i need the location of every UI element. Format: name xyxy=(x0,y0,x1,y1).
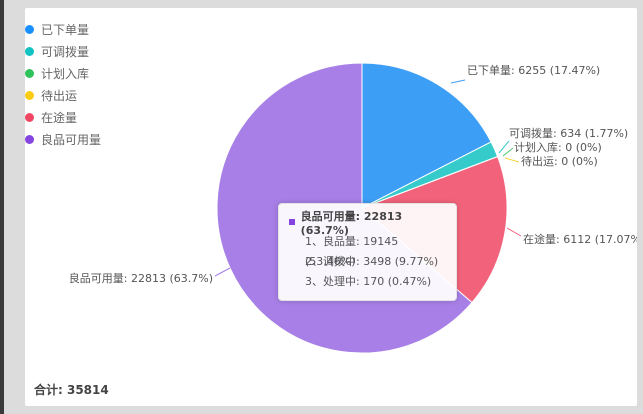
tooltip-marker xyxy=(289,219,295,225)
label-leader-transferable xyxy=(498,140,510,154)
label-leader-in-transit xyxy=(506,227,522,237)
label-leader-pending-shipment xyxy=(504,157,520,163)
slice-label-transferable: 可调拨量: 634 (1.77%) xyxy=(509,126,628,140)
slice-label-planned-inbound: 计划入库: 0 (0%) xyxy=(514,141,602,154)
slice-label-in-transit: 在途量: 6112 (17.07%) xyxy=(523,232,637,246)
slice-label-good-available: 良品可用量: 22813 (63.7%) xyxy=(69,271,213,285)
legend-item-in-transit[interactable]: 在途量 xyxy=(25,106,101,128)
tooltip-line-processing: 3、处理中: 170 (0.47%) xyxy=(305,275,432,288)
window-edge xyxy=(0,0,4,414)
legend-dot-pending-shipment xyxy=(25,90,34,100)
slice-label-pending-shipment: 待出运: 0 (0%) xyxy=(521,154,598,168)
label-leader-good-available xyxy=(214,267,231,277)
total-summary: 合计: 35814 xyxy=(34,383,109,397)
legend-label-good-available: 良品可用量 xyxy=(41,132,102,147)
legend-label-ordered: 已下单量 xyxy=(41,22,90,37)
tooltip-line-transferring: 2、调拨中: 3498 (9.77%) xyxy=(305,255,439,268)
chart-card: 已下单量: 6255 (17.47%) 可调拨量: 634 (1.77%) 计划入库… xyxy=(25,8,637,406)
legend-dot-planned-inbound xyxy=(25,68,34,78)
chart-tooltip: 良品可用量: 22813 (63.7%) 1、良品量: 19145 (53.46… xyxy=(278,203,457,301)
label-leader-planned-inbound xyxy=(502,147,514,157)
legend-item-transferable[interactable]: 可调拨量 xyxy=(25,40,101,62)
legend-dot-good-available xyxy=(25,134,34,144)
legend-label-planned-inbound: 计划入库 xyxy=(41,66,90,81)
legend-item-ordered[interactable]: 已下单量 xyxy=(25,18,101,40)
chart-legend: 已下单量 可调拨量 计划入库 待出运 在途量 良品可用量 xyxy=(25,18,101,150)
tooltip-title: 良品可用量: 22813 (63.7%) xyxy=(300,209,403,237)
legend-item-pending-shipment[interactable]: 待出运 xyxy=(25,84,101,106)
slice-label-ordered: 已下单量: 6255 (17.47%) xyxy=(467,64,600,77)
label-leader-ordered xyxy=(450,79,466,84)
legend-item-good-available[interactable]: 良品可用量 xyxy=(25,128,101,150)
pie-slice-ordered[interactable] xyxy=(361,62,492,209)
legend-label-in-transit: 在途量 xyxy=(41,110,78,125)
legend-dot-ordered xyxy=(25,24,34,34)
tooltip-line-good-quantity: 1、良品量: 19145 (53.46%) xyxy=(305,235,399,268)
legend-label-transferable: 可调拨量 xyxy=(41,44,90,59)
legend-label-pending-shipment: 待出运 xyxy=(41,88,78,103)
legend-dot-transferable xyxy=(25,46,34,56)
legend-dot-in-transit xyxy=(25,112,34,122)
legend-item-planned-inbound[interactable]: 计划入库 xyxy=(25,62,101,84)
tooltip-title-row: 良品可用量: 22813 (63.7%) xyxy=(289,210,446,237)
